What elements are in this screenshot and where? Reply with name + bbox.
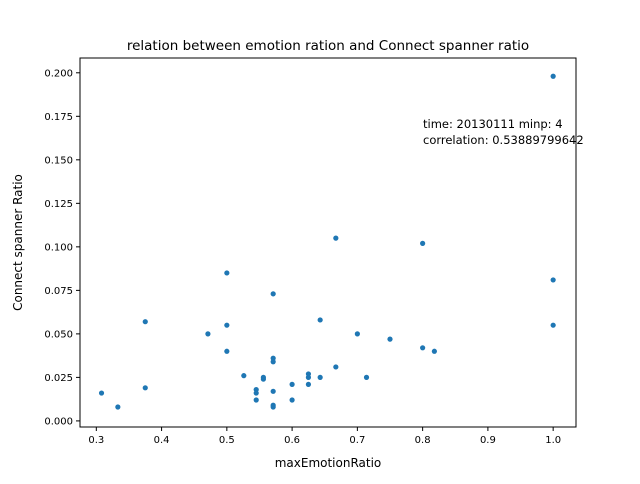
data-point [387,336,393,342]
y-axis-label: Connect spanner Ratio [11,174,25,311]
data-point [317,317,323,323]
y-axis: 0.000 0.025 0.050 0.075 0.100 0.125 0.150 0.175… [44,68,80,427]
y-tick-label: 0.025 [44,373,73,384]
y-tick-label: 0.075 [44,286,73,297]
data-point [260,376,266,382]
data-point [363,374,370,380]
data-point [550,322,556,328]
y-tick-label: 0.175 [44,112,73,123]
data-point [224,348,230,354]
x-tick-label: 0.6 [284,435,300,446]
data-point [270,388,276,394]
annotation-line-1: time: 20130111 minp: 4 [423,117,563,131]
y-tick-label: 0.000 [44,416,73,427]
data-point [142,319,148,325]
data-point [289,381,295,387]
x-tick-label: 0.7 [349,435,365,446]
data-point [354,331,360,337]
data-point [205,331,211,337]
data-point [431,348,437,354]
data-point [550,73,556,79]
data-point [98,390,105,396]
y-tick-label: 0.200 [44,68,73,79]
annotation-line-2: correlation: 0.53889799642 [423,133,584,147]
data-point [253,390,259,396]
y-tick-label: 0.125 [44,199,73,210]
x-tick-label: 0.4 [154,435,170,446]
data-point [420,240,426,246]
data-point [270,404,276,410]
x-tick-label: 0.3 [88,435,104,446]
data-point [253,397,259,403]
data-point [224,322,230,328]
y-tick-label: 0.150 [44,155,73,166]
data-point [289,397,295,403]
y-tick-label: 0.100 [44,242,73,253]
data-point [241,373,247,379]
data-point [305,374,312,380]
x-tick-label: 0.5 [219,435,235,446]
x-tick-label: 0.8 [415,435,431,446]
chart-title: relation between emotion ration and Conn… [127,38,529,54]
data-point [305,381,312,387]
x-axis-label: maxEmotionRatio [275,456,382,470]
data-point [115,404,121,410]
data-point [270,359,276,365]
data-point [420,345,426,351]
points-layer [98,73,556,410]
data-point [333,235,339,241]
axes-frame [79,57,577,428]
data-point [142,385,148,391]
data-point [333,364,339,370]
x-axis: 0.3 0.4 0.5 0.6 0.7 0.8 0.9 1.0 [88,427,561,446]
data-point [224,270,230,276]
data-point [270,291,276,297]
x-tick-label: 0.9 [480,435,496,446]
data-point [317,374,323,380]
x-tick-label: 1.0 [545,435,561,446]
data-point [550,277,556,283]
y-tick-label: 0.050 [44,329,73,340]
